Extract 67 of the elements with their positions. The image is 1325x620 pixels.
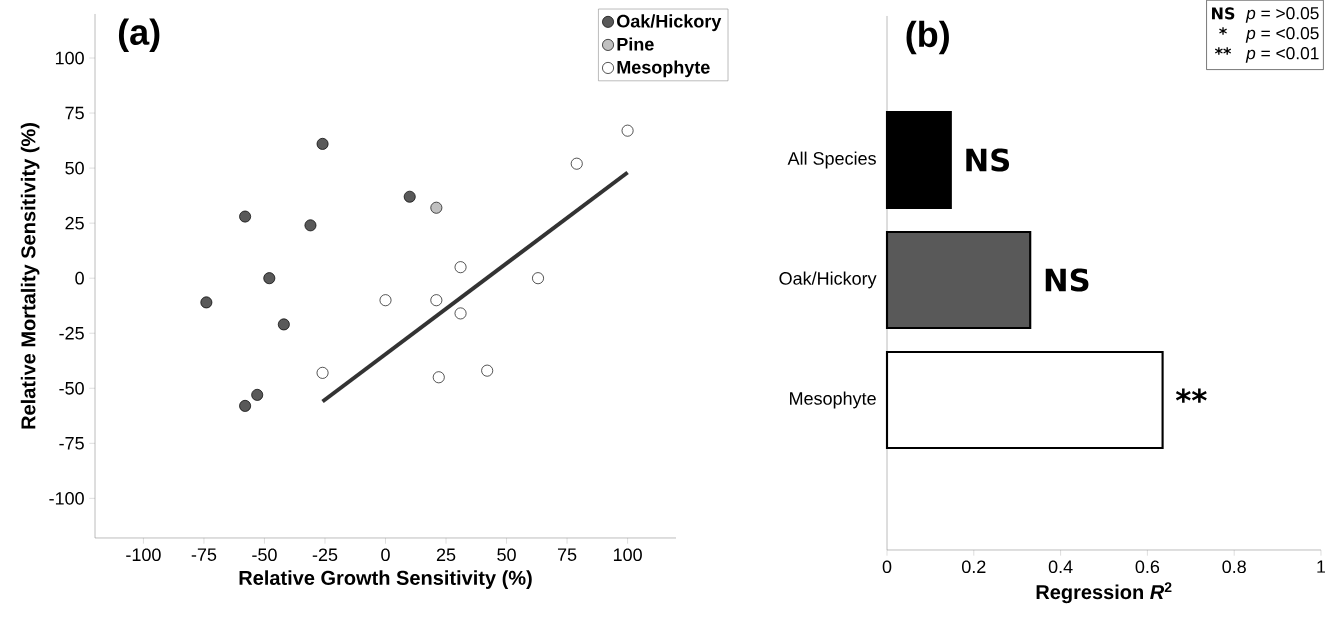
point [316, 137, 329, 150]
chart-title: (b) [906, 20, 949, 55]
y-tick-label: 25 [65, 216, 84, 230]
annotation: NS [1212, 7, 1235, 20]
point [239, 399, 252, 412]
point [570, 157, 583, 170]
y-tick-label: Oak/Hickory [779, 271, 877, 289]
bar [885, 230, 1032, 330]
x-tick-label: -50 [252, 548, 277, 562]
point [454, 307, 467, 320]
point [403, 190, 416, 203]
y-tick-label: -25 [59, 326, 84, 340]
point [304, 219, 317, 232]
chart-title: (a) [118, 18, 160, 53]
point [454, 261, 467, 274]
annotation: p = >0.05 [1245, 7, 1319, 23]
legend-label: Mesophyte [617, 60, 710, 78]
point [277, 318, 290, 331]
x-tick-label: 100 [613, 548, 642, 562]
y-tick-label: -75 [59, 437, 84, 450]
x-tick-label: 0 [381, 548, 390, 562]
point [432, 371, 445, 384]
x-tick-label: -75 [191, 548, 217, 561]
data-label: ** [1175, 388, 1207, 403]
x-tick-label: 0.2 [962, 560, 986, 574]
y-tick-label: 0 [75, 271, 84, 285]
x-tick-label: 75 [557, 548, 577, 561]
x-tick-label: 1 [1317, 560, 1325, 573]
legend-label: Oak/Hickory [617, 14, 722, 32]
point [532, 272, 544, 285]
y-tick-label: 50 [65, 161, 84, 175]
x-axis-title: Relative Growth Sensitivity (%) [239, 570, 532, 589]
data-label: NS [1045, 268, 1089, 292]
y-tick-label: All Species [787, 151, 876, 169]
x-axis-title: Regression R$^{2}$ [1036, 582, 1172, 604]
y-tick-label: 75 [65, 106, 84, 120]
x-tick-label: 0.6 [1135, 560, 1160, 574]
y-axis-title: Relative Mortality Sensitivity (%) [20, 123, 40, 429]
point [239, 210, 252, 223]
legend-label: Pine [617, 37, 654, 51]
y-tick-label: Mesophyte [790, 391, 876, 409]
point [316, 366, 329, 379]
x-tick-label: 0.4 [1048, 560, 1073, 574]
point [481, 364, 494, 377]
point [251, 388, 264, 401]
point [200, 296, 213, 309]
x-tick-label: 0.8 [1222, 560, 1246, 574]
annotation: ** [1214, 47, 1232, 55]
point [263, 272, 276, 285]
data-label: NS [966, 148, 1010, 172]
y-tick-label: -100 [49, 491, 84, 505]
x-tick-label: 25 [436, 548, 456, 562]
x-tick-label: -100 [126, 548, 161, 562]
annotation: p = <0.05 [1245, 27, 1319, 43]
x-tick-label: -25 [312, 548, 338, 562]
annotation: * [1219, 27, 1227, 35]
y-tick-label: 100 [55, 51, 84, 65]
annotation: p = <0.01 [1245, 47, 1319, 63]
point [430, 294, 443, 307]
bar [885, 110, 952, 210]
bar [885, 350, 1164, 450]
y-tick-label: -50 [59, 381, 84, 395]
x-tick-label: 50 [497, 548, 516, 562]
point [621, 124, 634, 137]
point [430, 201, 443, 214]
point [379, 294, 392, 307]
x-tick-label: 0 [882, 560, 892, 574]
